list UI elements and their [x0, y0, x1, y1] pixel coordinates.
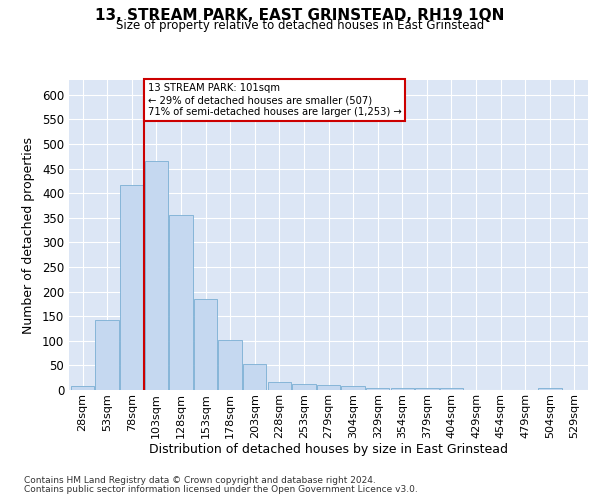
Bar	[292, 384, 316, 390]
Bar	[440, 388, 463, 390]
Bar	[145, 161, 168, 390]
Bar	[243, 364, 266, 390]
Bar	[169, 216, 193, 390]
Bar	[415, 388, 439, 390]
Bar	[218, 340, 242, 390]
Text: 13 STREAM PARK: 101sqm
← 29% of detached houses are smaller (507)
71% of semi-de: 13 STREAM PARK: 101sqm ← 29% of detached…	[148, 84, 401, 116]
Text: 13, STREAM PARK, EAST GRINSTEAD, RH19 1QN: 13, STREAM PARK, EAST GRINSTEAD, RH19 1Q…	[95, 8, 505, 22]
Bar	[268, 382, 291, 390]
Bar	[194, 299, 217, 390]
Text: Contains HM Land Registry data © Crown copyright and database right 2024.: Contains HM Land Registry data © Crown c…	[24, 476, 376, 485]
Bar	[538, 388, 562, 390]
Bar	[95, 320, 119, 390]
Bar	[341, 386, 365, 390]
Bar	[71, 386, 94, 390]
Y-axis label: Number of detached properties: Number of detached properties	[22, 136, 35, 334]
Text: Size of property relative to detached houses in East Grinstead: Size of property relative to detached ho…	[116, 19, 484, 32]
Bar	[120, 185, 143, 390]
Bar	[317, 385, 340, 390]
Bar	[391, 388, 414, 390]
Text: Contains public sector information licensed under the Open Government Licence v3: Contains public sector information licen…	[24, 485, 418, 494]
Text: Distribution of detached houses by size in East Grinstead: Distribution of detached houses by size …	[149, 442, 508, 456]
Bar	[366, 388, 389, 390]
